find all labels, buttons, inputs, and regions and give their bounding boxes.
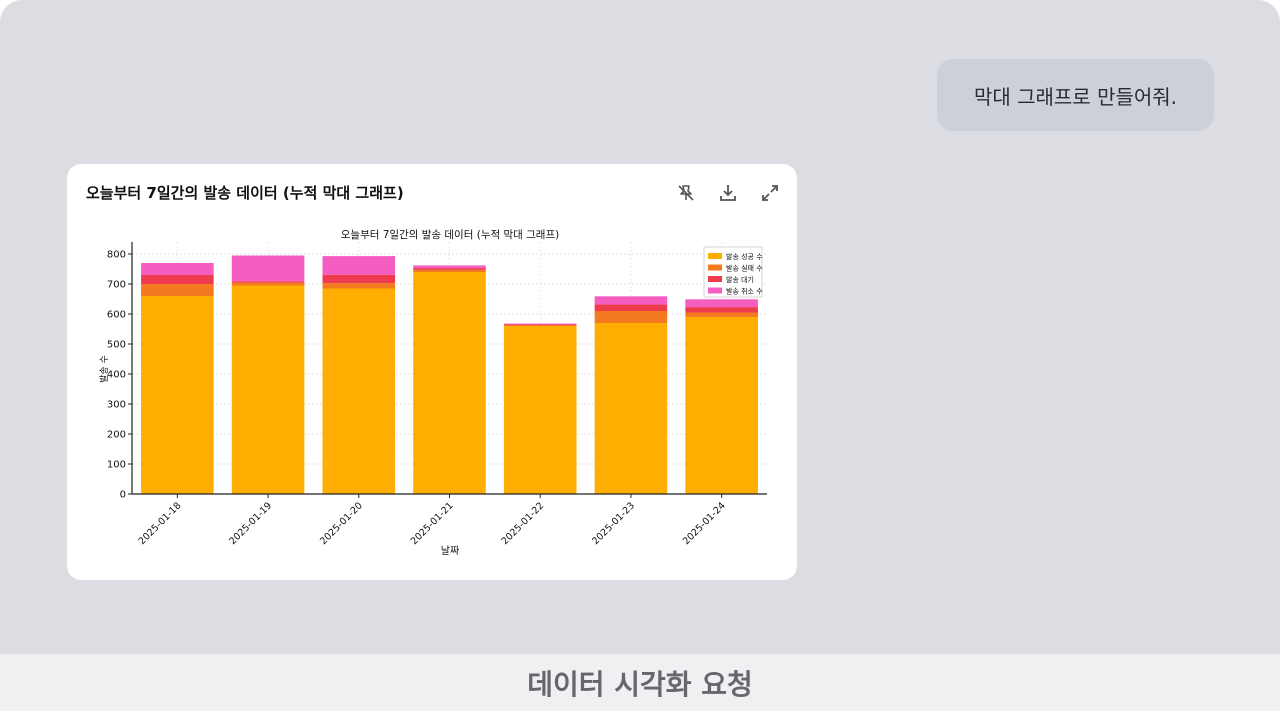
- bar-segment: [413, 269, 486, 272]
- bar-segment: [322, 283, 396, 289]
- stacked-bar-chart: 오늘부터 7일간의 발송 데이터 (누적 막대 그래프) 0 100 200 300 4…: [99, 228, 767, 557]
- y-tick-label: 700: [107, 280, 126, 291]
- legend-swatch: [708, 276, 722, 282]
- bar-segment: [594, 304, 668, 311]
- y-axis-label: 발송 수: [99, 355, 110, 383]
- bar-segment: [231, 281, 305, 283]
- bar-segment: [322, 274, 396, 284]
- x-tick-label: 2025-01-23: [590, 500, 637, 547]
- x-tick-label: 2025-01-18: [137, 500, 184, 547]
- expand-icon[interactable]: [757, 180, 783, 206]
- card-toolbar: [673, 180, 783, 206]
- legend-swatch: [708, 287, 722, 294]
- x-tick-label: 2025-01-24: [681, 500, 728, 547]
- bar-segment: [413, 265, 486, 269]
- x-tick-label: 2025-01-20: [318, 500, 365, 547]
- bar-segment: [594, 296, 668, 305]
- legend-label: 발송 실패 수: [726, 264, 763, 273]
- bar-segment: [685, 312, 758, 317]
- bar-segment: [322, 256, 396, 275]
- bar-segment: [685, 307, 758, 313]
- y-tick-label: 300: [107, 400, 126, 411]
- chart-title: 오늘부터 7일간의 발송 데이터 (누적 막대 그래프): [341, 228, 559, 241]
- bar-segment: [141, 263, 214, 275]
- bar-segment: [503, 324, 577, 326]
- y-tick-label: 400: [107, 370, 126, 381]
- x-tick-label: 2025-01-22: [500, 500, 547, 547]
- x-tick-label: 2025-01-21: [409, 500, 456, 547]
- download-icon[interactable]: [715, 180, 741, 206]
- legend-label: 발송 대기: [726, 275, 754, 284]
- bar-segment: [141, 296, 214, 494]
- x-axis-label: 날짜: [441, 545, 459, 557]
- bar-segment: [685, 299, 758, 308]
- pin-off-icon[interactable]: [673, 180, 699, 206]
- y-tick-label: 500: [107, 340, 126, 351]
- bar-segment: [685, 317, 758, 494]
- footer-caption: 데이터 시각화 요청: [0, 654, 1280, 711]
- y-tick-label: 0: [120, 490, 126, 501]
- chart-card: 오늘부터 7일간의 발송 데이터 (누적 막대 그래프): [67, 164, 797, 580]
- bar-segment: [503, 326, 577, 494]
- bar-segment: [413, 268, 486, 270]
- bar-segment: [413, 272, 486, 494]
- bar-segment: [231, 285, 305, 494]
- y-tick-label: 600: [107, 310, 126, 321]
- bar-segment: [503, 323, 577, 325]
- bar-segment: [231, 255, 305, 282]
- y-tick-label: 100: [107, 460, 126, 471]
- bar-segment: [141, 275, 214, 284]
- legend-label: 발송 성공 수: [726, 252, 763, 261]
- bar-segment: [231, 282, 305, 286]
- legend-label: 발송 취소 수: [726, 287, 763, 296]
- chat-canvas: 막대 그래프로 만들어줘. 오늘부터 7일간의 발송 데이터 (누적 막대 그래…: [0, 0, 1280, 654]
- card-title: 오늘부터 7일간의 발송 데이터 (누적 막대 그래프): [86, 184, 404, 202]
- bar-segment: [141, 284, 214, 296]
- user-message-bubble: 막대 그래프로 만들어줘.: [937, 59, 1214, 131]
- bar-segment: [594, 311, 668, 323]
- bar-segment: [322, 288, 396, 494]
- x-tick-label: 2025-01-19: [227, 500, 274, 547]
- y-tick-label: 800: [107, 250, 126, 261]
- legend-swatch: [708, 264, 722, 271]
- bar-segment: [503, 325, 577, 326]
- y-tick-label: 200: [107, 430, 126, 441]
- chart-bars: [141, 255, 758, 494]
- bar-segment: [594, 323, 668, 494]
- legend-swatch: [708, 253, 722, 259]
